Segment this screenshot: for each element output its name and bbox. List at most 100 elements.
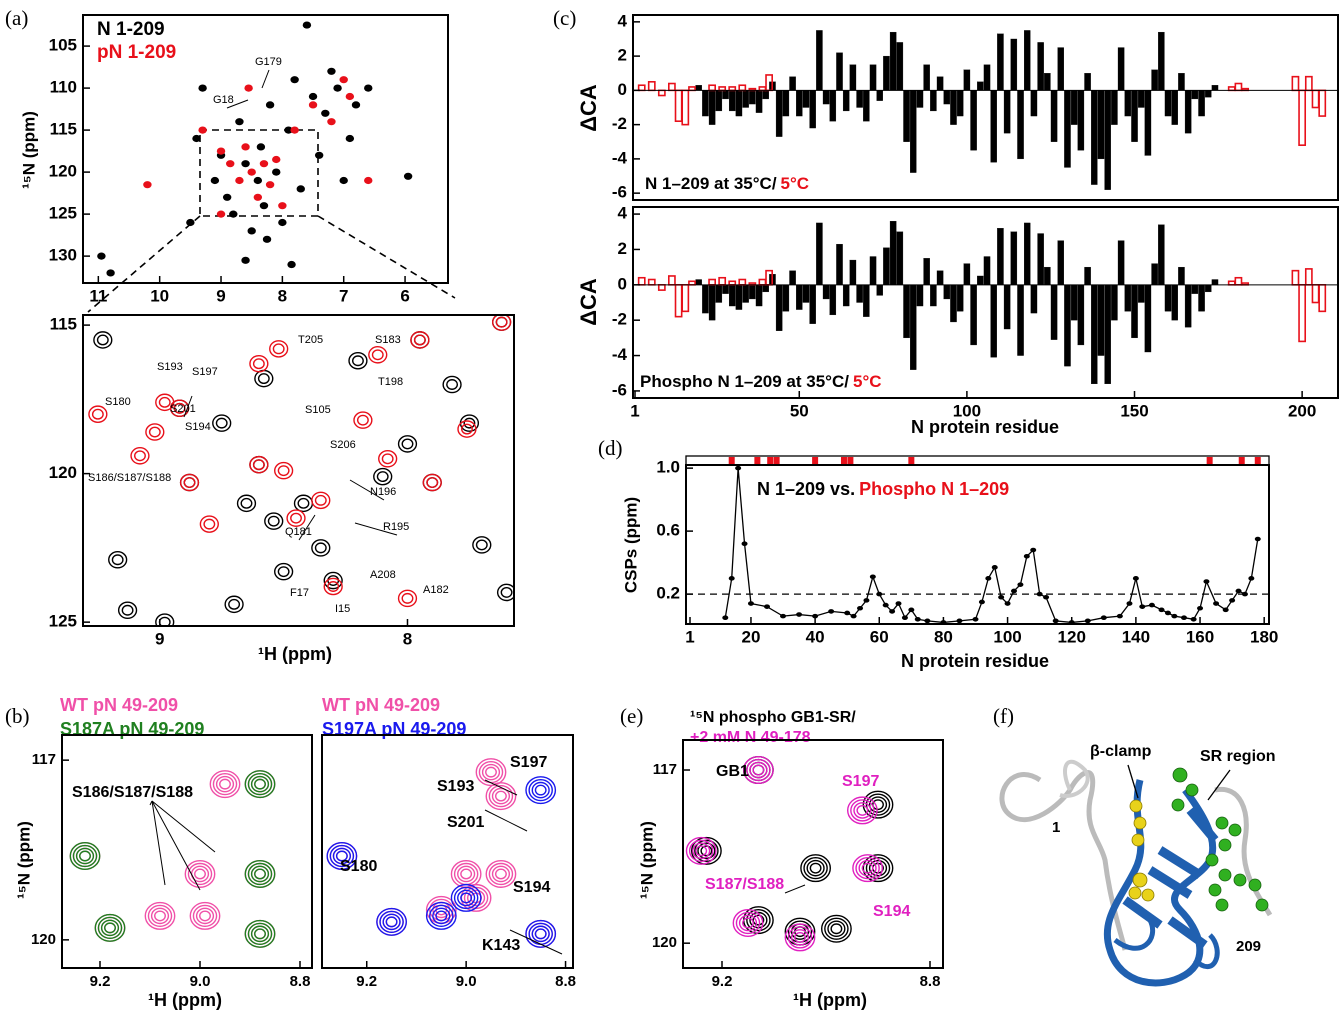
peak [274, 562, 294, 581]
point [889, 609, 896, 614]
plot-frame [632, 206, 1339, 399]
x-tick-label: 160 [1186, 627, 1214, 646]
x-tick-label: 80 [934, 627, 953, 646]
bar [1064, 284, 1071, 367]
peak [155, 613, 175, 626]
peak [241, 143, 250, 151]
peak [847, 796, 878, 825]
bar [1010, 38, 1018, 91]
peak [496, 583, 514, 602]
point [1148, 602, 1155, 608]
y-tick-label: 115 [50, 315, 77, 334]
point [1254, 536, 1261, 542]
bar [674, 89, 683, 123]
bar [637, 84, 646, 92]
bar [718, 86, 727, 92]
point [812, 613, 819, 619]
plot-area [722, 465, 1261, 624]
point [1158, 607, 1165, 613]
peak-label: S193 [437, 778, 474, 795]
plot-area [637, 220, 1327, 385]
peak [235, 176, 244, 185]
bar [1234, 82, 1243, 92]
bar [836, 52, 843, 91]
x-tick-label: 20 [741, 627, 760, 646]
bar [762, 284, 769, 293]
peak [397, 435, 418, 453]
point [796, 612, 803, 617]
bar [990, 284, 997, 358]
point [1139, 604, 1146, 609]
peak [525, 919, 557, 948]
peak [457, 420, 477, 438]
peak [209, 770, 241, 799]
bar [1291, 269, 1300, 286]
panel-label: (b) [5, 704, 30, 728]
peak-label: S194 [185, 421, 211, 433]
bar [1311, 284, 1320, 304]
site-marker [840, 457, 847, 464]
peak [199, 515, 219, 533]
bar [1117, 240, 1125, 285]
bar [1010, 231, 1018, 285]
site-marker [1254, 457, 1261, 464]
y-tick-label: 115 [50, 120, 77, 139]
bar [997, 33, 1004, 91]
peak [244, 770, 276, 799]
bar [738, 84, 747, 92]
peak [368, 346, 388, 364]
peak [290, 76, 299, 84]
peak [224, 595, 244, 614]
peak [308, 92, 318, 101]
bar [816, 30, 823, 91]
peak [247, 227, 256, 235]
peak [290, 126, 299, 134]
x-axis-label: ¹H (ppm) [258, 644, 332, 664]
peak [269, 340, 289, 358]
x-tick-label: 200 [1288, 401, 1316, 420]
peak [425, 901, 457, 930]
y-tick-label: 0.2 [656, 584, 680, 603]
panel-label: (e) [620, 704, 643, 728]
bar [1050, 90, 1058, 142]
bar [809, 90, 816, 129]
x-tick-label: 6 [400, 286, 409, 305]
bar [702, 284, 709, 314]
peak [862, 854, 894, 883]
peak-label: S186/S187/S188 [88, 472, 171, 484]
x-axis-label: N protein residue [911, 417, 1059, 437]
pointer [151, 800, 201, 891]
pointer [298, 514, 316, 541]
bar [796, 284, 803, 310]
y-tick-label: 117 [653, 761, 677, 778]
bar [1311, 89, 1320, 109]
peak [485, 859, 517, 888]
peak [293, 494, 314, 513]
point [747, 601, 754, 606]
bar [1211, 279, 1219, 285]
y-tick-label: 0 [618, 80, 627, 99]
point [985, 576, 992, 581]
peak [442, 375, 462, 394]
pointer [151, 800, 166, 886]
y-axis-label: ¹⁵N (ppm) [637, 821, 656, 899]
peak-label: S194 [873, 903, 910, 920]
bar [983, 256, 991, 285]
peak-label: S105 [305, 404, 331, 416]
panel-label: (f) [993, 704, 1014, 728]
peak [198, 84, 207, 92]
site-marker [908, 457, 915, 464]
peak [348, 351, 368, 370]
peak [345, 134, 355, 143]
bar [836, 243, 843, 285]
bar [977, 81, 984, 91]
bar [956, 90, 964, 117]
peak-label: A208 [370, 569, 396, 581]
legend-entry: S197A pN 49-209 [322, 719, 466, 739]
peak [189, 901, 221, 930]
point [1017, 582, 1024, 587]
point [978, 599, 985, 605]
bar [1191, 284, 1199, 294]
bar [681, 89, 690, 126]
zoom-indicator [87, 129, 456, 313]
